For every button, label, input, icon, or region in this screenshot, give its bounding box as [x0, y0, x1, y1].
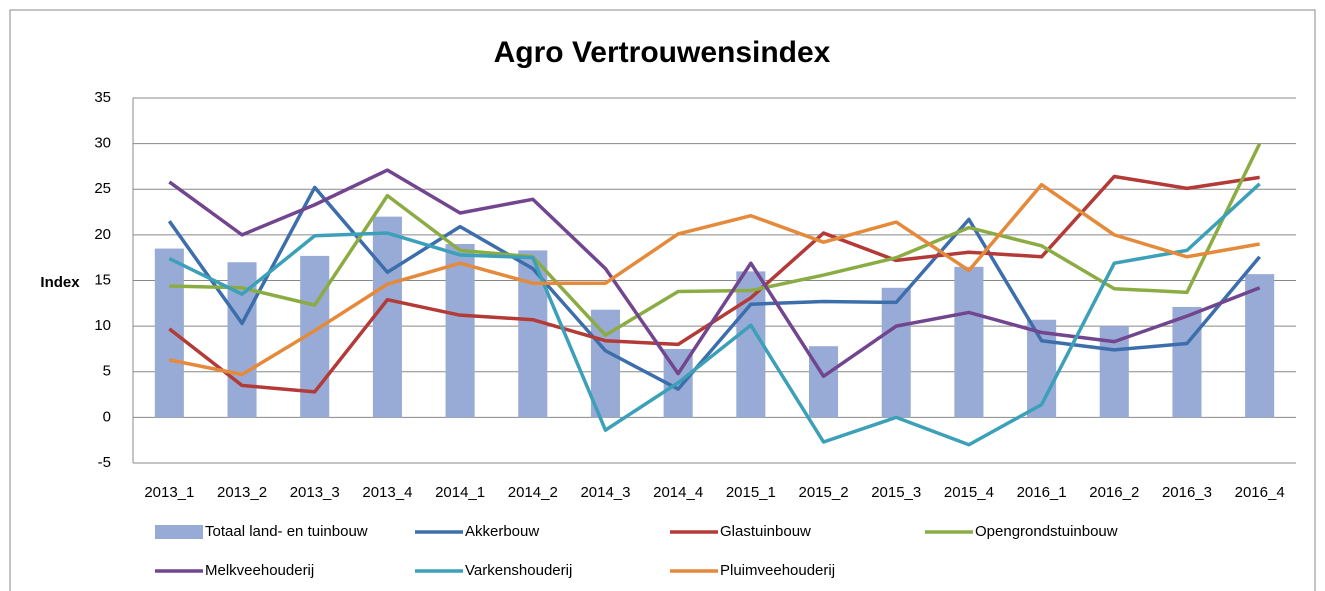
y-tick-label: 30: [94, 135, 111, 152]
y-tick-label: 20: [94, 226, 111, 243]
bar: [954, 266, 984, 418]
x-tick-label: 2014_4: [653, 484, 703, 501]
x-tick-label: 2015_2: [799, 484, 849, 501]
x-tick-label: 2015_3: [871, 484, 921, 501]
y-axis-label: Index: [40, 274, 80, 291]
x-tick-label: 2016_3: [1162, 484, 1212, 501]
chart-title: Agro Vertrouwensindex: [494, 36, 831, 69]
bar: [1172, 306, 1202, 418]
y-tick-label: 25: [94, 180, 111, 197]
line: [169, 142, 1262, 337]
x-tick-label: 2013_1: [144, 484, 194, 501]
bar: [445, 244, 475, 418]
legend-label: Totaal land- en tuinbouw: [205, 523, 368, 540]
y-tick-label: 10: [94, 317, 111, 334]
y-tick-label: 35: [94, 89, 111, 106]
x-tick-label: 2014_3: [580, 484, 630, 501]
x-tick-label: 2015_4: [944, 484, 994, 501]
x-tick-label: 2014_1: [435, 484, 485, 501]
x-tick-label: 2013_4: [362, 484, 412, 501]
legend-label: Akkerbouw: [465, 523, 539, 540]
y-tick-label: 5: [103, 363, 111, 380]
bar: [808, 346, 839, 418]
x-tick-label: 2013_2: [217, 484, 267, 501]
x-tick-label: 2014_2: [508, 484, 558, 501]
y-tick-label: -5: [98, 454, 111, 471]
legend-label: Glastuinbouw: [720, 523, 811, 540]
x-tick-label: 2016_1: [1017, 484, 1067, 501]
bar: [881, 287, 911, 418]
y-tick-label: 15: [94, 271, 111, 288]
x-tick-label: 2016_2: [1089, 484, 1139, 501]
legend-label: Opengrondstuinbouw: [975, 523, 1118, 540]
x-tick-label: 2015_1: [726, 484, 776, 501]
line: [167, 185, 1262, 391]
bar: [518, 250, 548, 418]
x-tick-label: 2016_4: [1235, 484, 1285, 501]
bar: [1245, 274, 1275, 418]
x-tick-label: 2013_3: [290, 484, 340, 501]
y-tick-label: 0: [103, 408, 111, 425]
line: [168, 182, 1261, 447]
legend-label: Pluimveehouderij: [720, 562, 835, 579]
legend-label: Melkveehouderij: [205, 562, 314, 579]
bar: [154, 248, 184, 418]
legend-label: Varkenshouderij: [465, 562, 572, 579]
bar: [372, 216, 402, 418]
legend-swatch: [155, 525, 203, 539]
line: [168, 182, 1260, 377]
